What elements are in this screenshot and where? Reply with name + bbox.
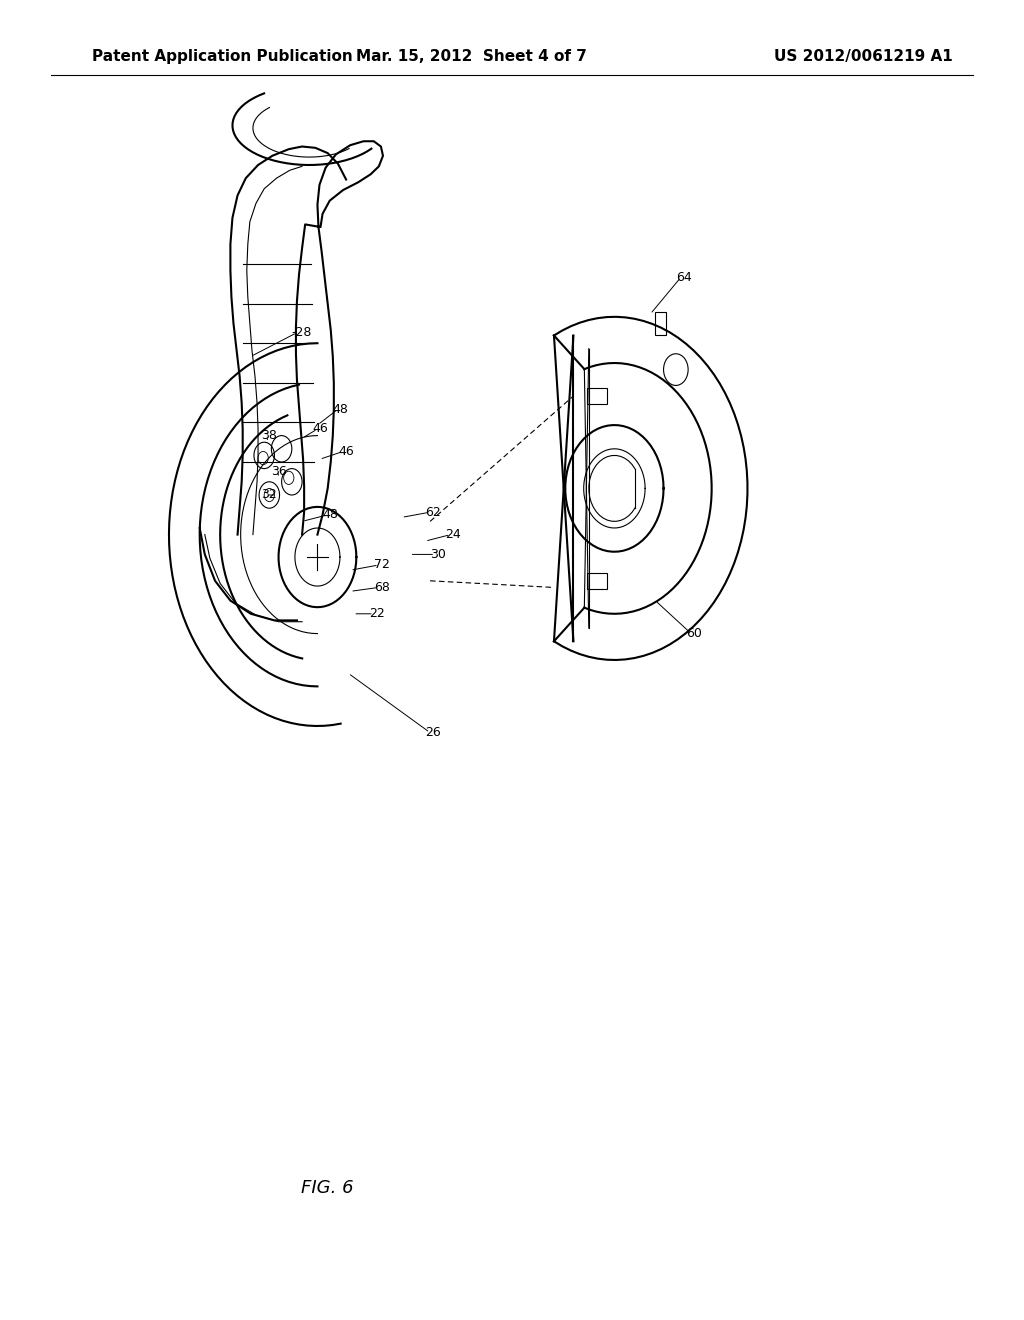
Text: 62: 62 [425,506,440,519]
Text: 22: 22 [369,607,384,620]
Text: 48: 48 [333,403,349,416]
Bar [587,388,607,404]
Text: 46: 46 [338,445,353,458]
Text: Mar. 15, 2012  Sheet 4 of 7: Mar. 15, 2012 Sheet 4 of 7 [355,49,587,65]
Text: 72: 72 [374,558,390,572]
Text: -28: -28 [292,326,312,339]
Text: 64: 64 [676,271,691,284]
Text: 38: 38 [261,429,278,442]
Text: 30: 30 [430,548,446,561]
Text: Patent Application Publication: Patent Application Publication [92,49,353,65]
Text: 48: 48 [323,508,339,521]
Text: FIG. 6: FIG. 6 [301,1179,354,1197]
Text: US 2012/0061219 A1: US 2012/0061219 A1 [773,49,952,65]
Text: 60: 60 [686,627,702,640]
Text: 24: 24 [445,528,461,541]
Text: 68: 68 [374,581,390,594]
Text: 26: 26 [425,726,440,739]
Bar [655,312,666,335]
Text: 46: 46 [312,422,328,436]
Text: 36: 36 [271,465,287,478]
Text: 32: 32 [261,488,276,502]
Bar [587,573,607,589]
